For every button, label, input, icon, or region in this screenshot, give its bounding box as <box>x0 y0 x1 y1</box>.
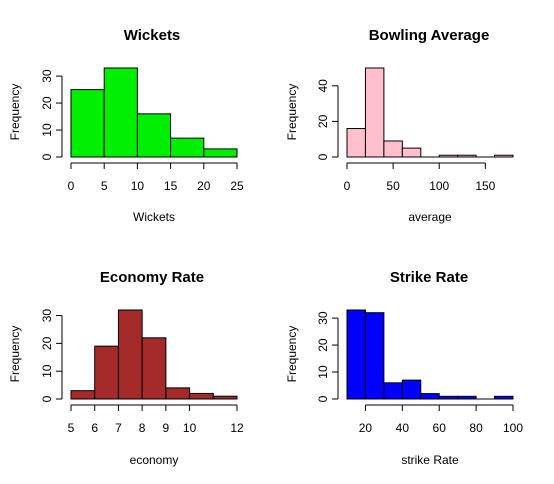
histogram-bar <box>494 154 514 158</box>
x-tick-label: 60 <box>433 421 447 435</box>
y-axis-label: Frequency <box>285 326 299 383</box>
x-tick-label: 100 <box>503 421 523 435</box>
x-tick-label: 20 <box>359 421 373 435</box>
x-tick-label: 150 <box>475 179 495 193</box>
histogram-bar <box>189 392 214 400</box>
y-tick-label: 10 <box>316 365 330 379</box>
histogram-bar <box>364 312 385 400</box>
histogram-bar <box>383 140 403 158</box>
x-tick-label: 5 <box>101 179 108 193</box>
chart-title: Strike Rate <box>390 269 468 286</box>
histogram-bar <box>70 89 105 158</box>
x-tick-label: 10 <box>131 179 145 193</box>
x-tick-label: 50 <box>386 179 400 193</box>
y-tick-label: 0 <box>40 153 54 160</box>
histogram-bar <box>364 67 385 158</box>
histogram-bar <box>136 113 172 158</box>
x-tick-label: 0 <box>68 179 75 193</box>
histogram-bar <box>438 395 459 400</box>
y-tick-label: 10 <box>40 123 54 137</box>
chart-title: Bowling Average <box>369 27 490 44</box>
economy-rate-histogram-panel: Economy Rate 5 6 7 8 9 10 12 0 10 20 30 economy Frequ… <box>8 269 244 467</box>
y-tick-label: 10 <box>40 364 54 378</box>
y-tick-label: 0 <box>40 395 54 402</box>
x-axis-label: average <box>408 210 452 224</box>
y-tick-label: 20 <box>316 338 330 352</box>
bowling-average-histogram-panel: Bowling Average 0 50 100 150 0 20 40 average Freq… <box>285 27 514 224</box>
x-tick-label: 7 <box>115 421 122 435</box>
histogram-bar <box>438 154 459 158</box>
x-tick-label: 0 <box>344 179 351 193</box>
chart-title: Economy Rate <box>100 269 204 286</box>
histogram-bar <box>457 154 477 158</box>
histogram-bar <box>420 393 440 400</box>
x-tick-label: 6 <box>91 421 98 435</box>
histogram-bar <box>346 309 366 400</box>
y-tick-label: 40 <box>316 79 330 93</box>
x-axis-label: economy <box>130 453 179 467</box>
strike-rate-histogram-panel: Strike Rate 20 40 60 80 100 0 10 20 30 strike Rate… <box>285 269 523 467</box>
x-tick-label: 40 <box>396 421 410 435</box>
histogram-bar <box>141 337 167 400</box>
y-tick-label: 0 <box>316 153 330 160</box>
y-tick-label: 20 <box>40 336 54 350</box>
x-tick-label: 9 <box>163 421 170 435</box>
x-tick-label: 12 <box>230 421 244 435</box>
histogram-bar <box>212 395 238 400</box>
histogram-bar <box>103 67 138 158</box>
x-tick-label: 100 <box>429 179 449 193</box>
y-tick-label: 30 <box>40 69 54 83</box>
x-tick-label: 5 <box>68 421 75 435</box>
y-tick-label: 20 <box>40 96 54 110</box>
x-tick-label: 80 <box>469 421 483 435</box>
x-tick-label: 25 <box>230 179 244 193</box>
histogram-bar <box>203 148 238 158</box>
y-tick-label: 20 <box>316 114 330 128</box>
y-tick-label: 0 <box>316 395 330 402</box>
chart-title: Wickets <box>124 27 181 44</box>
histogram-bar <box>165 387 191 400</box>
histogram-bar <box>117 309 143 400</box>
histogram-bar <box>401 379 422 400</box>
x-tick-label: 15 <box>164 179 178 193</box>
x-tick-label: 10 <box>183 421 197 435</box>
y-axis-label: Frequency <box>285 84 299 141</box>
x-tick-label: 8 <box>139 421 146 435</box>
x-tick-label: 20 <box>197 179 211 193</box>
histogram-bar <box>457 395 477 400</box>
histogram-bar <box>70 390 96 400</box>
y-axis-label: Frequency <box>8 326 22 383</box>
histogram-bar <box>383 382 403 400</box>
x-axis-label: Wickets <box>133 210 175 224</box>
y-tick-label: 30 <box>40 309 54 323</box>
x-axis-label: strike Rate <box>401 453 459 467</box>
histogram-bar <box>94 345 119 400</box>
histogram-bar <box>170 137 205 158</box>
y-tick-label: 30 <box>316 311 330 325</box>
histogram-bar <box>494 395 514 400</box>
histogram-bar <box>346 128 366 158</box>
y-axis-label: Frequency <box>8 84 22 141</box>
wickets-histogram-panel: Wickets 0 5 10 15 20 25 0 10 20 30 Wickets Frequency <box>8 27 244 224</box>
histogram-bar <box>401 147 422 158</box>
